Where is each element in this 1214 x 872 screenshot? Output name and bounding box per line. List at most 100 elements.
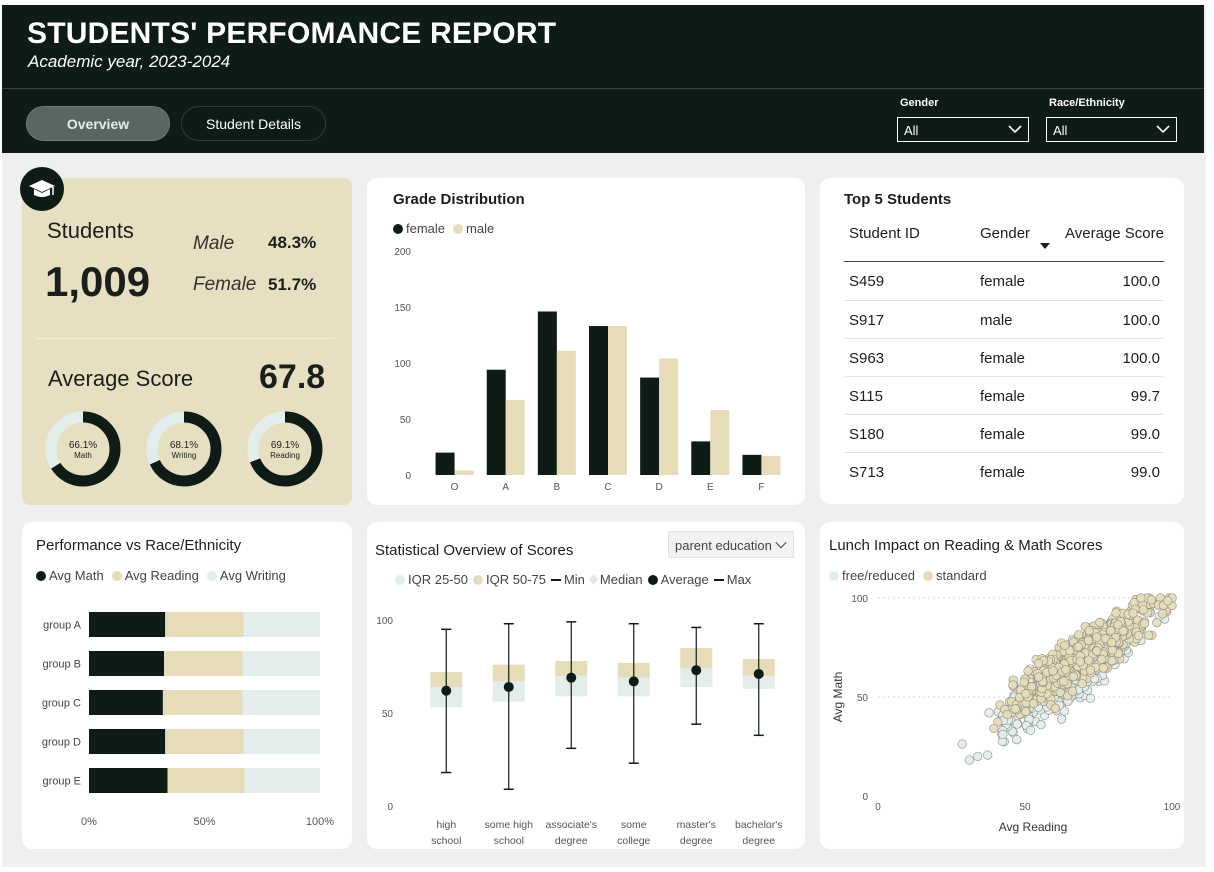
legend-item-standard: standard (923, 568, 987, 583)
bar-female (486, 369, 506, 475)
category-label: group D (42, 737, 81, 749)
point-standard (1128, 608, 1138, 618)
point-standard (1021, 689, 1031, 699)
x-tick-label: A (502, 482, 509, 493)
bar-male (710, 410, 730, 475)
y-tick-label: 50 (857, 693, 869, 704)
tab-overview[interactable]: Overview (26, 106, 170, 141)
sort-descending-icon[interactable] (1039, 242, 1051, 250)
bar-male (454, 470, 474, 475)
bar-female (742, 454, 762, 475)
legend-item-avg-writing: Avg Writing (206, 568, 286, 583)
x-tick-label: F (758, 482, 764, 493)
lunch-impact-title: Lunch Impact on Reading & Math Scores (829, 537, 1103, 554)
col-header-gender[interactable]: Gender (980, 225, 1031, 242)
point-standard (1083, 635, 1094, 646)
table-row[interactable]: S459 female 100.0 (844, 262, 1164, 300)
legend-max-label: Max (726, 572, 752, 587)
average-marker (753, 668, 764, 679)
lunch-legend: free/reduced standard (829, 568, 987, 583)
table-row[interactable]: S180 female 99.0 (844, 414, 1164, 452)
x-tick-label: E (707, 482, 714, 493)
grade-distribution-chart: 0 50 100 150 200 O A B C D E F (394, 247, 781, 493)
y-tick-label: 50 (400, 415, 412, 426)
group-by-dropdown[interactable]: parent education (668, 531, 794, 558)
bar-segment-2 (243, 729, 320, 754)
top-students-card: Top 5 Students Student ID Gender Average… (820, 178, 1184, 504)
chevron-down-icon (775, 541, 787, 549)
point-standard (1095, 617, 1105, 627)
male-label: Male (193, 233, 235, 254)
x-tick-label: master's (677, 819, 716, 831)
cell-student-id: S180 (849, 426, 885, 443)
col-header-average-score[interactable]: Average Score (1065, 225, 1164, 242)
bar-female (691, 441, 711, 475)
table-row[interactable]: S917 male 100.0 (844, 300, 1164, 338)
x-tick-label: college (617, 835, 650, 847)
col-header-student-id[interactable]: Student ID (849, 225, 920, 242)
y-tick-label: 200 (394, 247, 411, 258)
table-row[interactable]: S963 female 100.0 (844, 338, 1164, 376)
lunch-impact-card: Lunch Impact on Reading & Math Scores fr… (820, 522, 1184, 849)
point-standard (1050, 703, 1060, 713)
point-standard (1085, 665, 1096, 675)
header-divider (2, 88, 1204, 89)
x-tick-label: school (431, 835, 461, 847)
x-tick-label: degree (742, 835, 775, 847)
donut-arc (45, 411, 121, 487)
legend-item-max: Max (713, 572, 752, 587)
point-standard (1113, 620, 1123, 630)
kpi-divider (36, 338, 334, 339)
female-label: Female (193, 274, 257, 295)
point-standard (1055, 687, 1065, 698)
bar-segment-2 (242, 651, 320, 676)
category-label: group E (42, 776, 81, 788)
bar-male (505, 399, 525, 475)
cell-student-id: S713 (849, 464, 885, 481)
gender-filter-value: All (904, 123, 919, 138)
y-tick-label: 150 (394, 303, 411, 314)
table-row[interactable]: S713 female 99.0 (844, 452, 1164, 490)
reading-donut: 69.1% Reading (246, 410, 324, 488)
cell-student-id: S963 (849, 350, 885, 367)
point-standard (1028, 698, 1039, 709)
donut-arc (146, 411, 222, 487)
point-standard (1106, 626, 1116, 636)
race-performance-chart: group A group B group C group D group E 0% 50%… (42, 612, 334, 828)
race-filter-dropdown[interactable]: All (1046, 117, 1177, 142)
top-students-title: Top 5 Students (844, 191, 952, 208)
y-tick-label: 100 (851, 594, 868, 605)
students-label: Students (47, 218, 134, 243)
point-standard (1092, 646, 1102, 656)
legend-average-label: Average (660, 572, 709, 587)
cell-gender: female (980, 426, 1026, 443)
point-standard (1075, 657, 1085, 667)
statistical-overview-title: Statistical Overview of Scores (375, 542, 574, 559)
point-standard (1034, 672, 1044, 682)
point-standard (1002, 709, 1012, 720)
table-row[interactable]: S115 female 99.7 (844, 376, 1164, 414)
point-standard (1048, 666, 1058, 676)
race-performance-card: Performance vs Race/Ethnicity Avg Math A… (22, 522, 352, 849)
legend-item-iqr-50-75: IQR 50-75 (472, 572, 546, 587)
point-free-reduced (1026, 725, 1036, 735)
point-free-reduced (1057, 714, 1067, 724)
x-tick-label: B (554, 482, 561, 493)
chevron-down-icon (1008, 125, 1022, 134)
race-legend: Avg Math Avg Reading Avg Writing (36, 568, 286, 583)
bar-segment-2 (243, 612, 320, 637)
bar-male (659, 358, 679, 475)
bar-segment-1 (162, 690, 243, 715)
y-axis-label: Avg Math (831, 672, 845, 722)
race-filter-label: Race/Ethnicity (1049, 97, 1125, 109)
grade-distribution-card: Grade Distribution female male 0 50 100 150… (367, 178, 805, 505)
tab-student-details[interactable]: Student Details (181, 106, 326, 141)
point-standard (1008, 680, 1018, 690)
legend-item-iqr-25-50: IQR 25-50 (395, 572, 468, 587)
x-tick-label: high (436, 819, 456, 831)
gender-filter-dropdown[interactable]: All (897, 117, 1029, 142)
x-tick-label: 0% (81, 816, 97, 828)
x-tick-label: 100% (306, 816, 334, 828)
y-tick-label: 100 (394, 359, 411, 370)
bar-segment-0 (89, 729, 166, 754)
